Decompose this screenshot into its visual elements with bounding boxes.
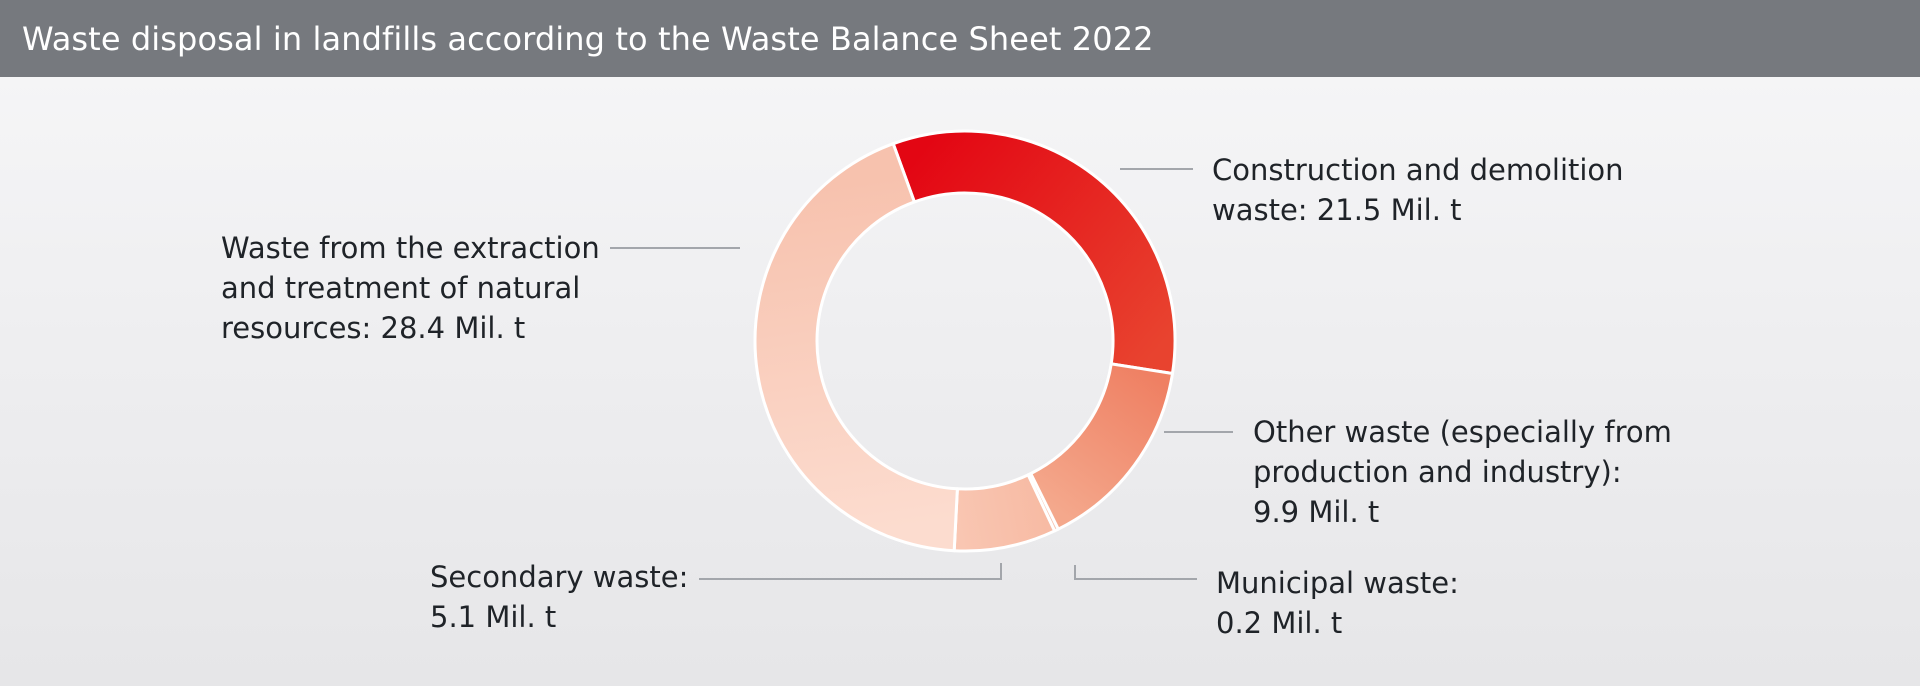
slice-label-line: Waste from the extraction xyxy=(221,231,600,265)
slice-label-line: Secondary waste: xyxy=(430,560,689,594)
slice-label-line: waste: 21.5 Mil. t xyxy=(1212,193,1462,227)
leader-line-municipal xyxy=(1074,565,1197,580)
header-bar: Waste disposal in landfills according to… xyxy=(0,0,1920,77)
slice-label-other: Other waste (especially from production … xyxy=(1253,412,1672,532)
slice-label-line: resources: 28.4 Mil. t xyxy=(221,311,526,345)
donut-slice-construction xyxy=(891,129,1177,375)
slice-label-line: production and industry): xyxy=(1253,455,1622,489)
slice-label-line: and treatment of natural xyxy=(221,271,581,305)
donut-slices xyxy=(753,129,1177,553)
slice-label-construction: Construction and demolition waste: 21.5 … xyxy=(1212,150,1624,230)
slice-label-line: Construction and demolition xyxy=(1212,153,1624,187)
slice-label-line: 0.2 Mil. t xyxy=(1216,606,1343,640)
donut-slice-other xyxy=(1029,362,1174,531)
leader-lines xyxy=(610,168,1233,580)
leader-line-secondary xyxy=(699,563,1002,580)
slice-label-line: Municipal waste: xyxy=(1216,566,1459,600)
slice-label-line: 5.1 Mil. t xyxy=(430,600,557,634)
slice-label-municipal: Municipal waste: 0.2 Mil. t xyxy=(1216,563,1459,643)
slice-label-line: 9.9 Mil. t xyxy=(1253,495,1380,529)
donut-slice-extraction xyxy=(753,142,959,553)
page-title: Waste disposal in landfills according to… xyxy=(22,20,1154,58)
slice-label-extraction: Waste from the extraction and treatment … xyxy=(221,228,600,348)
slice-label-secondary: Secondary waste: 5.1 Mil. t xyxy=(430,557,688,637)
slice-label-line: Other waste (especially from xyxy=(1253,415,1672,449)
